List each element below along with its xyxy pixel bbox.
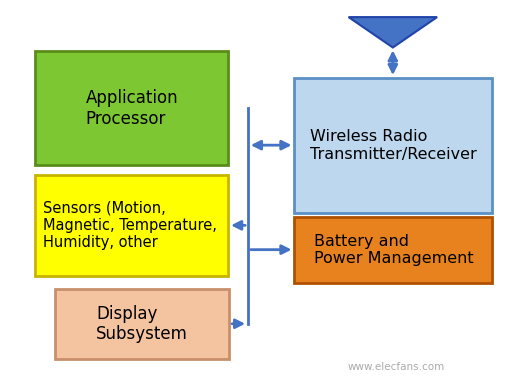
Polygon shape: [349, 17, 437, 48]
FancyBboxPatch shape: [294, 217, 492, 283]
FancyBboxPatch shape: [35, 51, 228, 165]
Text: Wireless Radio
Transmitter/Receiver: Wireless Radio Transmitter/Receiver: [310, 129, 477, 162]
FancyBboxPatch shape: [35, 175, 228, 276]
Text: www.elecfans.com: www.elecfans.com: [348, 363, 444, 372]
FancyBboxPatch shape: [294, 78, 492, 213]
Text: Display
Subsystem: Display Subsystem: [96, 304, 188, 344]
Text: Battery and
Power Management: Battery and Power Management: [314, 234, 473, 266]
FancyBboxPatch shape: [55, 289, 229, 359]
Text: Application
Processor: Application Processor: [85, 89, 178, 128]
Text: Sensors (Motion,
Magnetic, Temperature,
Humidity, other: Sensors (Motion, Magnetic, Temperature, …: [43, 200, 217, 250]
